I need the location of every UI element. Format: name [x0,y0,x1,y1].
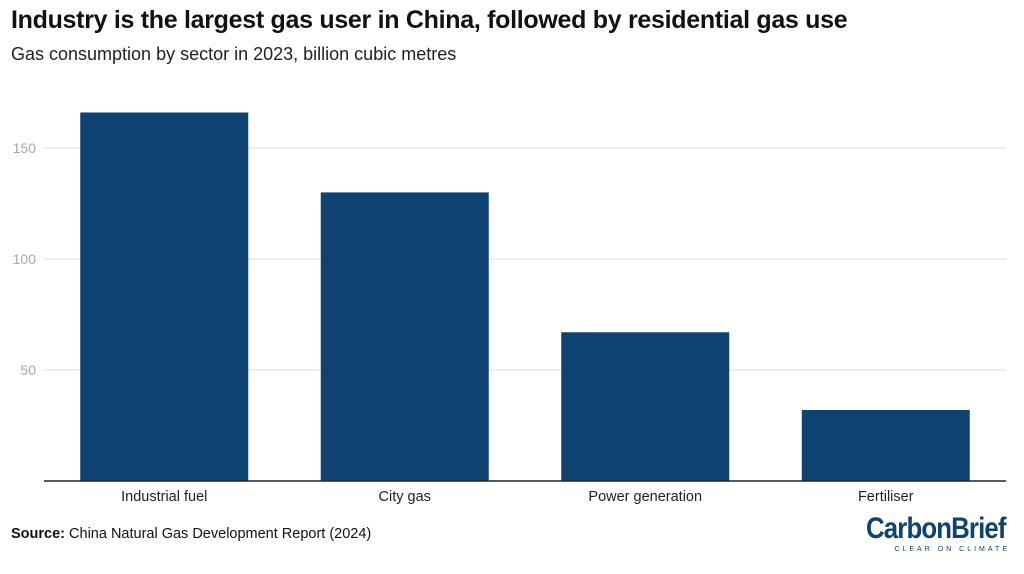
bar-power-generation [561,332,730,481]
source-text: China Natural Gas Development Report (20… [69,526,372,542]
brand-tagline: CLEAR ON CLIMATE [894,546,1010,553]
y-tick-label-100: 100 [13,251,37,267]
bar-fertiliser [801,409,970,481]
x-tick-label-fertiliser: Fertiliser [858,489,914,505]
x-tick-label-industrial-fuel: Industrial fuel [121,489,207,505]
x-tick-label-power-generation: Power generation [588,489,702,505]
chart-title: Industry is the largest gas user in Chin… [11,6,848,34]
chart-subtitle: Gas consumption by sector in 2023, billi… [11,44,457,64]
brand-name: CarbonBrief [866,512,1006,545]
y-tick-label-50: 50 [20,362,36,378]
carbonbrief-logo: CarbonBrief CLEAR ON CLIMATE [866,512,1012,554]
bar-city-gas [320,192,489,481]
bar-industrial-fuel [80,112,249,481]
y-tick-label-150: 150 [13,140,37,156]
source-note: Source: China Natural Gas Development Re… [11,526,371,542]
x-tick-label-city-gas: City gas [379,489,431,505]
source-label: Source: [11,526,65,542]
